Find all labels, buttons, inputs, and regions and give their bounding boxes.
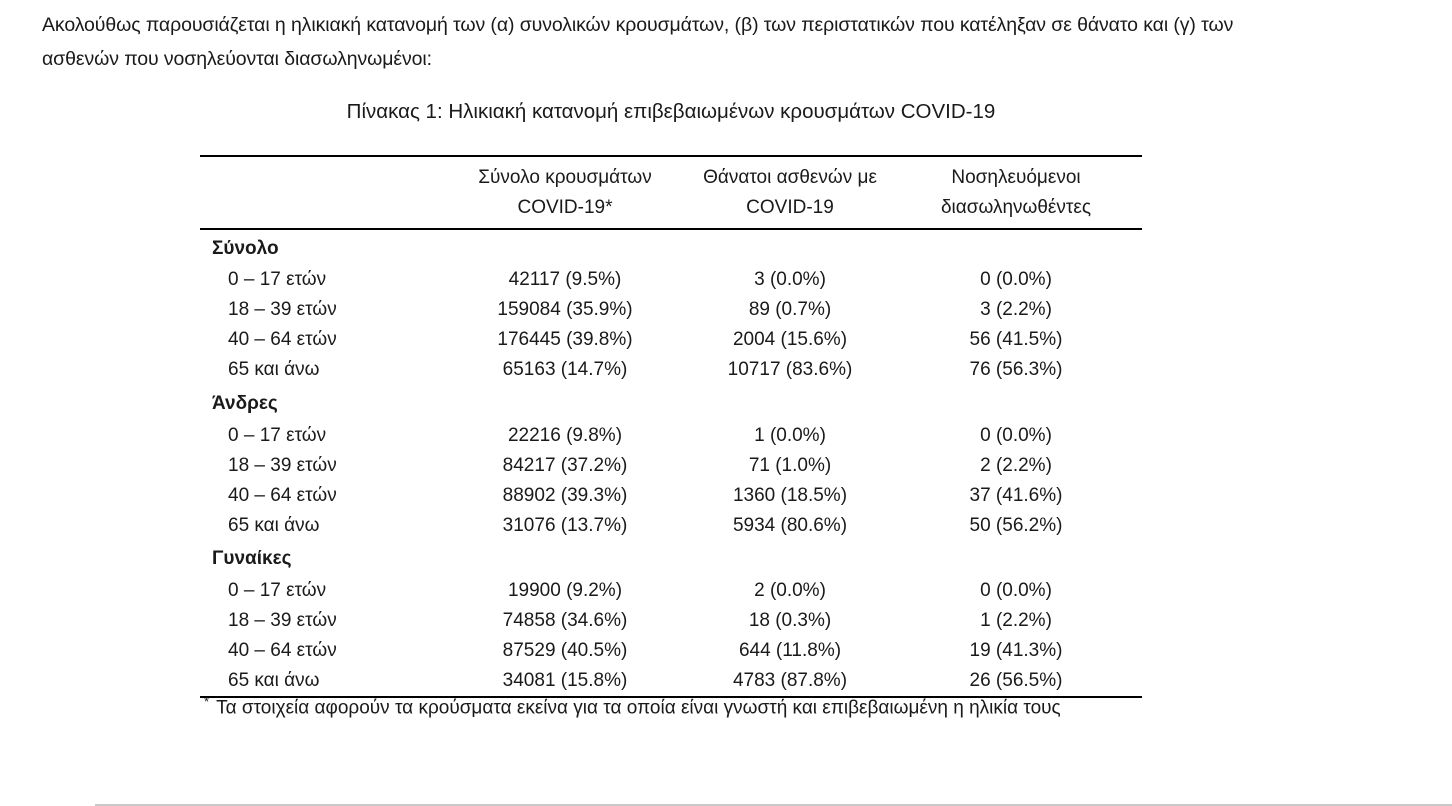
intubated-value: 0 (0.0%) <box>980 269 1052 291</box>
cases-value: 74858 (34.6%) <box>502 610 628 632</box>
group-label: Άνδρες <box>212 393 278 415</box>
table-row: 40 – 64 ετών 176445 (39.8%) 2004 (15.6%)… <box>200 325 1142 355</box>
age-label: 65 και άνω <box>228 359 320 381</box>
cases-value: 65163 (14.7%) <box>502 359 628 381</box>
table-row: 0 – 17 ετών 22216 (9.8%) 1 (0.0%) 0 (0.0… <box>200 421 1142 451</box>
age-label: 40 – 64 ετών <box>228 329 337 351</box>
age-label: 18 – 39 ετών <box>228 610 337 632</box>
data-table: Σύνολο κρουσμάτων COVID-19* Θάνατοι ασθε… <box>200 155 1142 699</box>
intubated-value: 1 (2.2%) <box>980 610 1052 632</box>
table-row: 65 και άνω 34081 (15.8%) 4783 (87.8%) 26… <box>200 666 1142 696</box>
intubated-value: 3 (2.2%) <box>980 299 1052 321</box>
column-header-cases-line2: COVID-19* <box>517 196 613 218</box>
deaths-value: 644 (11.8%) <box>738 640 842 662</box>
age-label: 40 – 64 ετών <box>228 640 337 662</box>
cases-value: 84217 (37.2%) <box>502 454 628 476</box>
age-label: 65 και άνω <box>228 514 320 536</box>
table-group-row: Σύνολο <box>200 230 1142 265</box>
column-header-deaths-line1: Θάνατοι ασθενών με <box>703 166 877 188</box>
age-label: 0 – 17 ετών <box>228 580 327 602</box>
deaths-value: 1360 (18.5%) <box>732 484 848 506</box>
table-header-row: Σύνολο κρουσμάτων COVID-19* Θάνατοι ασθε… <box>200 157 1142 230</box>
intubated-value: 0 (0.0%) <box>980 424 1052 446</box>
group-label: Σύνολο <box>212 237 279 259</box>
table-row: 40 – 64 ετών 87529 (40.5%) 644 (11.8%) 1… <box>200 636 1142 666</box>
age-label: 18 – 39 ετών <box>228 454 337 476</box>
intubated-value: 19 (41.3%) <box>969 640 1063 662</box>
table-row: 18 – 39 ετών 84217 (37.2%) 71 (1.0%) 2 (… <box>200 451 1142 481</box>
intubated-value: 0 (0.0%) <box>980 580 1052 602</box>
table-footnote: * Τα στοιχεία αφορούν τα κρούσματα εκείνα… <box>204 694 1304 719</box>
intubated-value: 76 (56.3%) <box>969 359 1063 381</box>
deaths-value: 2 (0.0%) <box>754 580 826 602</box>
table-title: Πίνακας 1: Ηλικιακή κατανομή επιβεβαιωμέ… <box>346 100 996 123</box>
column-header-cases-line1: Σύνολο κρουσμάτων <box>478 166 652 188</box>
column-header-intubated-line1: Νοσηλευόμενοι <box>951 166 1081 188</box>
intro-line-2: ασθενών που νοσηλεύονται διασωληνωμένοι: <box>42 48 432 70</box>
deaths-value: 10717 (83.6%) <box>727 359 853 381</box>
column-header-intubated-line2: διασωληνωθέντες <box>940 196 1092 218</box>
age-label: 40 – 64 ετών <box>228 484 337 506</box>
cases-value: 87529 (40.5%) <box>502 640 628 662</box>
age-label: 0 – 17 ετών <box>228 269 327 291</box>
deaths-value: 71 (1.0%) <box>748 454 832 476</box>
intubated-value: 56 (41.5%) <box>969 329 1063 351</box>
column-header-intubated: Νοσηλευόμενοι διασωληνωθέντες <box>890 163 1142 223</box>
column-header-deaths-line2: COVID-19 <box>746 196 834 218</box>
deaths-value: 89 (0.7%) <box>748 299 832 321</box>
deaths-value: 3 (0.0%) <box>754 269 826 291</box>
age-label: 18 – 39 ετών <box>228 299 337 321</box>
age-label: 65 και άνω <box>228 670 320 692</box>
intubated-value: 50 (56.2%) <box>969 514 1063 536</box>
deaths-value: 2004 (15.6%) <box>732 329 848 351</box>
footnote-text: Τα στοιχεία αφορούν τα κρούσματα εκείνα … <box>216 697 1061 719</box>
table-row: 40 – 64 ετών 88902 (39.3%) 1360 (18.5%) … <box>200 481 1142 511</box>
column-header-cases: Σύνολο κρουσμάτων COVID-19* <box>440 163 690 223</box>
table-group-row: Γυναίκες <box>200 541 1142 576</box>
cases-value: 42117 (9.5%) <box>508 269 622 291</box>
deaths-value: 5934 (80.6%) <box>732 514 848 536</box>
cases-value: 176445 (39.8%) <box>497 329 633 351</box>
footnote-asterisk: * <box>204 694 210 709</box>
age-label: 0 – 17 ετών <box>228 424 327 446</box>
table-row: 18 – 39 ετών 74858 (34.6%) 18 (0.3%) 1 (… <box>200 606 1142 636</box>
cases-value: 88902 (39.3%) <box>502 484 628 506</box>
page-bottom-edge <box>95 804 1452 806</box>
intubated-value: 2 (2.2%) <box>980 454 1052 476</box>
table-group-row: Άνδρες <box>200 385 1142 420</box>
column-header-deaths: Θάνατοι ασθενών με COVID-19 <box>690 163 890 223</box>
table-row: 18 – 39 ετών 159084 (35.9%) 89 (0.7%) 3 … <box>200 295 1142 325</box>
deaths-value: 1 (0.0%) <box>754 424 826 446</box>
cases-value: 31076 (13.7%) <box>502 514 628 536</box>
intubated-value: 26 (56.5%) <box>969 670 1063 692</box>
deaths-value: 4783 (87.8%) <box>732 670 848 692</box>
cases-value: 19900 (9.2%) <box>507 580 623 602</box>
cases-value: 34081 (15.8%) <box>502 670 628 692</box>
group-label: Γυναίκες <box>212 548 292 570</box>
deaths-value: 18 (0.3%) <box>748 610 832 632</box>
table-row: 0 – 17 ετών 42117 (9.5%) 3 (0.0%) 0 (0.0… <box>200 265 1142 295</box>
cases-value: 159084 (35.9%) <box>497 299 633 321</box>
table-row: 0 – 17 ετών 19900 (9.2%) 2 (0.0%) 0 (0.0… <box>200 576 1142 606</box>
cases-value: 22216 (9.8%) <box>507 424 623 446</box>
intubated-value: 37 (41.6%) <box>969 484 1063 506</box>
intro-paragraph: Ακολούθως παρουσιάζεται η ηλικιακή καταν… <box>42 8 1432 76</box>
table-row: 65 και άνω 31076 (13.7%) 5934 (80.6%) 50… <box>200 511 1142 541</box>
intro-line-1: Ακολούθως παρουσιάζεται η ηλικιακή καταν… <box>42 14 1234 36</box>
table-row: 65 και άνω 65163 (14.7%) 10717 (83.6%) 7… <box>200 355 1142 385</box>
